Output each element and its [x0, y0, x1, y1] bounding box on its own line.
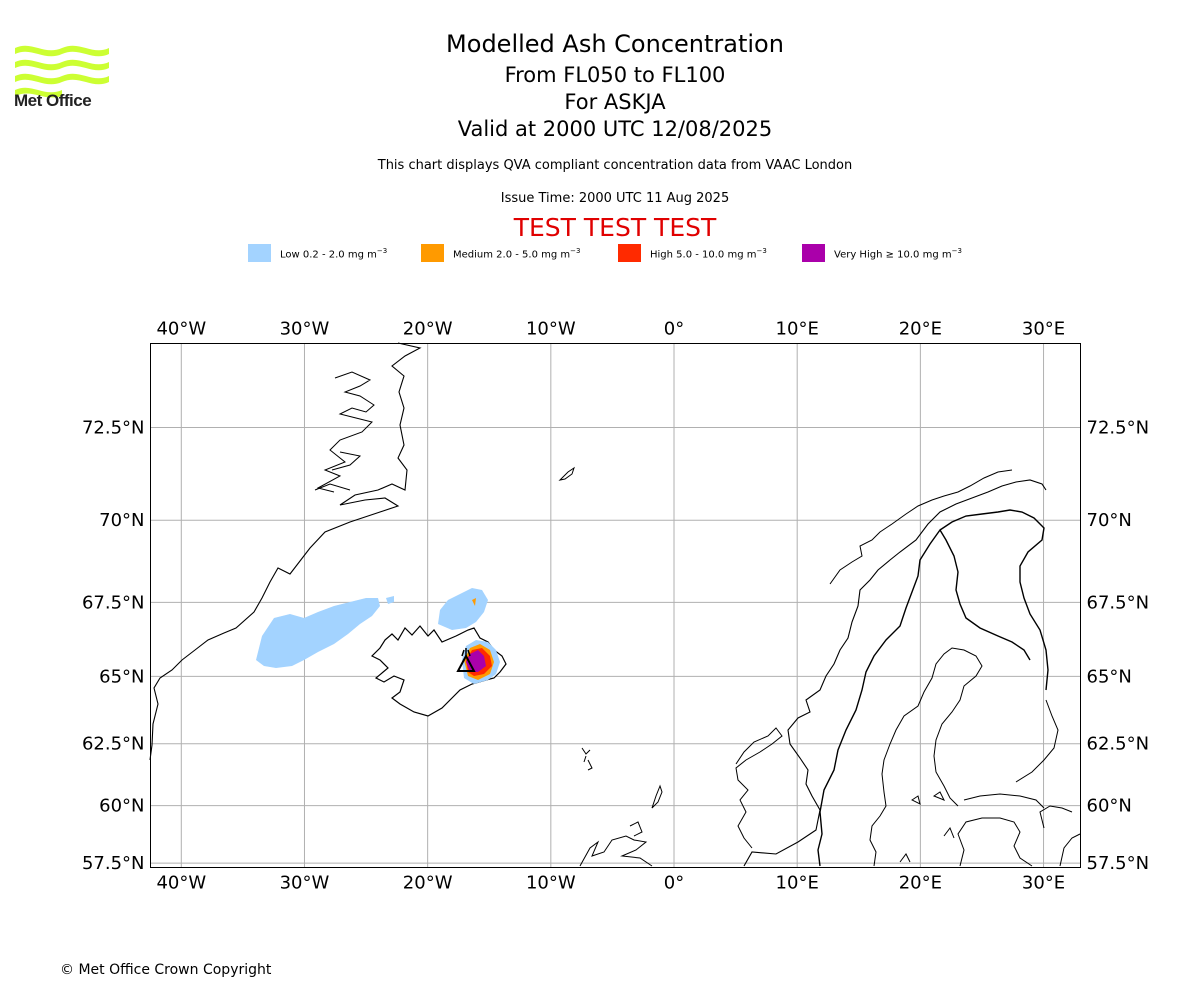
chart-title: Modelled Ash Concentration [446, 30, 784, 58]
ash-medium-north-iceland [472, 598, 476, 606]
lon-tick-label-bottom: 40°W [156, 873, 206, 894]
axis-tick-labels: 40°W 40°W 30°W 30°W 20°W 20°W 10°W 10°W 0° 0° 10°E… [82, 319, 1149, 894]
flight-level-range: From FL050 to FL100 [504, 63, 726, 87]
lat-tick-label-right: 57.5°N [1087, 853, 1150, 874]
logo-wordmark: Met Office [14, 91, 92, 110]
greenland-inlet [314, 451, 362, 491]
lon-tick-label-bottom: 30°E [1022, 873, 1065, 894]
lat-tick-label-left: 62.5°N [82, 734, 145, 755]
lon-tick-label-top: 10°E [776, 319, 819, 340]
volcano-name: For ASKJA [564, 90, 666, 114]
norway-fjords [735, 469, 1013, 849]
volcano-vent-icon [461, 648, 471, 657]
ash-low-north-iceland [438, 588, 488, 630]
ash-low-greenland [256, 598, 380, 668]
map-frame [150, 343, 1081, 868]
test-banner: TEST TEST TEST [513, 213, 717, 242]
compliance-note: This chart displays QVA compliant concen… [377, 158, 853, 173]
ash-low-greenland-islet [386, 596, 394, 604]
jan-mayen-island [558, 466, 575, 481]
lon-tick-label-top: 10°W [526, 319, 576, 340]
copyright-notice: © Met Office Crown Copyright [60, 962, 272, 978]
greenland-coastline [149, 342, 422, 761]
legend-swatch-low [248, 244, 271, 262]
baltic-coastline [957, 805, 1081, 867]
legend-label-low: Low 0.2 - 2.0 mg m−3 [280, 247, 388, 261]
lat-tick-label-left: 67.5°N [82, 592, 145, 613]
lat-tick-label-left: 70°N [99, 510, 144, 531]
lon-tick-label-top: 20°E [899, 319, 942, 340]
sweden-coastline [869, 647, 983, 867]
graticule [150, 343, 1081, 868]
lon-tick-label-top: 30°E [1022, 319, 1065, 340]
svalbard-scatter-islands [899, 791, 955, 863]
legend-swatch-medium [421, 244, 444, 262]
lat-tick-label-right: 60°N [1087, 796, 1132, 817]
lon-tick-label-top: 40°W [156, 319, 206, 340]
norway-coastline [743, 479, 1047, 867]
scotland-coastline [579, 821, 653, 867]
lat-tick-label-right: 70°N [1087, 510, 1132, 531]
legend-label-medium: Medium 2.0 - 5.0 mg m−3 [453, 247, 581, 261]
lat-tick-label-left: 57.5°N [82, 853, 145, 874]
greenland-fjords [316, 371, 375, 493]
volcano-triangle-icon [456, 653, 476, 672]
lon-tick-label-bottom: 30°W [280, 873, 330, 894]
faroe-islands [581, 747, 593, 771]
legend-label-high: High 5.0 - 10.0 mg m−3 [650, 247, 767, 261]
lat-tick-label-right: 67.5°N [1087, 592, 1150, 613]
legend-label-very-high: Very High ≥ 10.0 mg m−3 [834, 247, 962, 261]
lon-tick-label-bottom: 10°W [526, 873, 576, 894]
shetland-islands [651, 784, 663, 809]
lon-tick-label-top: 20°W [403, 319, 453, 340]
lat-tick-label-right: 62.5°N [1087, 734, 1150, 755]
legend-swatch-high [618, 244, 641, 262]
lat-tick-label-left: 60°N [99, 796, 144, 817]
lon-tick-label-bottom: 10°E [776, 873, 819, 894]
lon-tick-label-bottom: 0° [664, 873, 684, 894]
valid-time: Valid at 2000 UTC 12/08/2025 [457, 117, 773, 141]
issue-time: Issue Time: 2000 UTC 11 Aug 2025 [500, 191, 730, 206]
met-office-logo [15, 45, 109, 98]
lat-tick-label-left: 65°N [99, 666, 144, 687]
lon-tick-label-bottom: 20°E [899, 873, 942, 894]
lon-tick-label-bottom: 20°W [403, 873, 453, 894]
legend-swatch-very-high [802, 244, 825, 262]
lon-tick-label-top: 0° [664, 319, 684, 340]
country-borders [817, 509, 1049, 867]
lon-tick-label-top: 30°W [280, 319, 330, 340]
lat-tick-label-left: 72.5°N [82, 417, 145, 438]
lat-tick-label-right: 65°N [1087, 666, 1132, 687]
finland-coastline [963, 699, 1059, 809]
lat-tick-label-right: 72.5°N [1087, 417, 1150, 438]
